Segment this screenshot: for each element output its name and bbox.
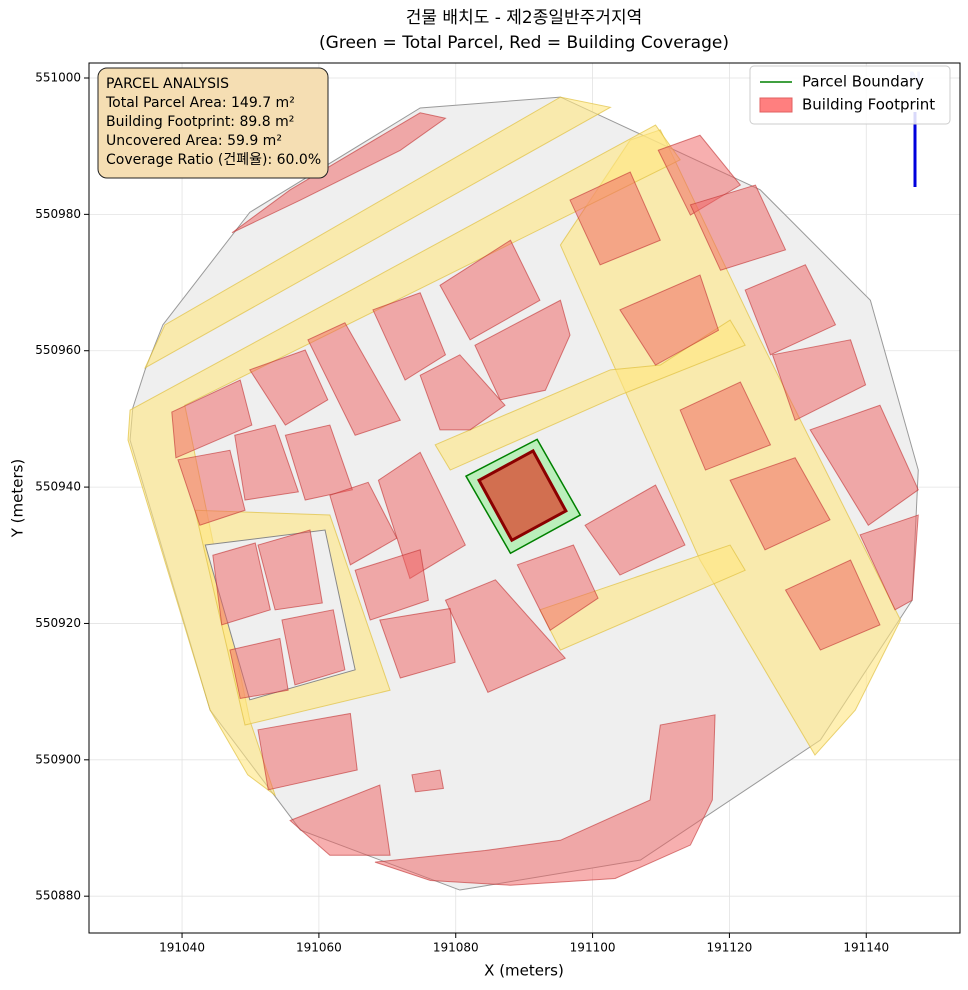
building xyxy=(439,239,541,341)
y-tick-label: 550900 xyxy=(35,752,81,766)
y-tick-label: 550940 xyxy=(35,480,81,494)
x-tick-label: 191060 xyxy=(296,941,342,955)
building xyxy=(377,451,466,580)
building xyxy=(257,529,323,611)
building xyxy=(231,112,447,234)
building xyxy=(379,607,456,679)
legend-label: Building Footprint xyxy=(802,96,935,114)
building xyxy=(257,712,358,791)
building xyxy=(771,339,867,421)
building xyxy=(419,354,506,431)
y-axis-label: Y (meters) xyxy=(9,459,27,539)
building xyxy=(171,379,253,459)
building xyxy=(281,609,346,686)
building xyxy=(234,424,300,501)
building xyxy=(784,559,881,651)
building xyxy=(374,714,716,886)
building xyxy=(657,134,742,216)
building xyxy=(411,769,445,793)
x-tick-label: 191040 xyxy=(159,941,205,955)
chart-subtitle: (Green = Total Parcel, Red = Building Co… xyxy=(319,33,729,53)
building xyxy=(249,349,329,426)
info-line: Coverage Ratio (건폐율): 60.0% xyxy=(106,152,321,168)
building xyxy=(859,514,919,611)
road xyxy=(434,319,746,471)
legend-swatch xyxy=(759,97,793,113)
axes-frame xyxy=(88,62,961,934)
chart-title: 건물 배치도 - 제2종일반주거지역 xyxy=(406,8,642,28)
y-tick-label: 551000 xyxy=(35,71,81,85)
y-tick-label: 550920 xyxy=(35,616,81,630)
legend-label: Parcel Boundary xyxy=(802,73,924,91)
x-tick-label: 191080 xyxy=(433,941,479,955)
road xyxy=(539,544,746,651)
building xyxy=(474,299,571,401)
y-tick-label: 550980 xyxy=(35,207,81,221)
building xyxy=(289,784,391,856)
y-tick-label: 550960 xyxy=(35,343,81,357)
building xyxy=(679,381,772,471)
building xyxy=(212,542,271,626)
x-tick-label: 191120 xyxy=(707,941,753,955)
building xyxy=(809,404,919,526)
building xyxy=(689,184,787,271)
info-line: Uncovered Area: 59.9 m² xyxy=(106,133,282,149)
building xyxy=(177,449,246,526)
plot-area xyxy=(127,96,919,891)
building xyxy=(584,484,686,576)
building xyxy=(372,292,447,381)
building xyxy=(307,322,402,436)
target-building xyxy=(476,448,568,543)
info-line: PARCEL ANALYSIS xyxy=(106,76,229,92)
building xyxy=(516,544,599,632)
building xyxy=(444,579,567,693)
building xyxy=(729,457,831,551)
x-tick-label: 191100 xyxy=(570,941,616,955)
building xyxy=(229,637,289,700)
building xyxy=(569,171,661,266)
info-line: Total Parcel Area: 149.7 m² xyxy=(105,95,295,111)
building xyxy=(354,549,429,621)
y-tick-label: 550880 xyxy=(35,889,81,903)
road xyxy=(144,96,612,369)
legend-box xyxy=(749,65,951,125)
building xyxy=(619,274,720,366)
x-axis-label: X (meters) xyxy=(484,962,564,980)
x-tick-label: 191140 xyxy=(843,941,889,955)
info-line: Building Footprint: 89.8 m² xyxy=(106,114,294,130)
building xyxy=(744,264,837,356)
info-box xyxy=(97,67,329,179)
